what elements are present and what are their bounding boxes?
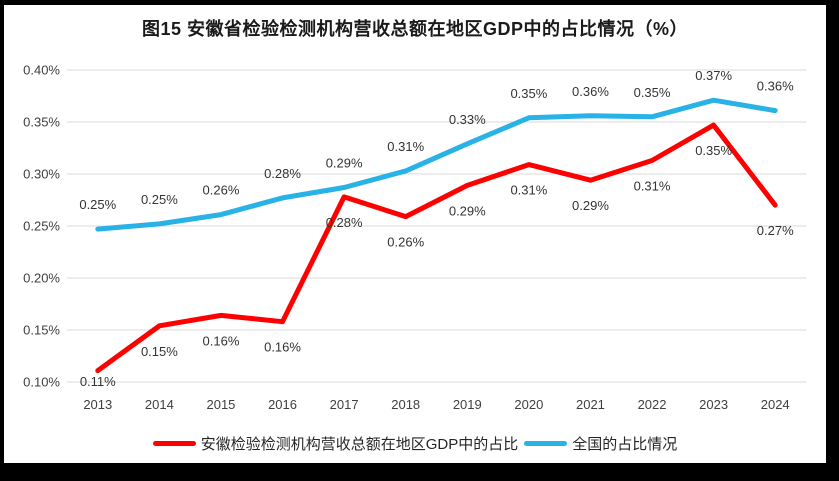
- data-label-national: 0.28%: [264, 166, 301, 181]
- data-label-anhui: 0.26%: [387, 235, 424, 250]
- legend-label-anhui: 安徽检验检测机构营收总额在地区GDP中的占比: [200, 436, 519, 453]
- data-label-anhui: 0.35%: [695, 143, 732, 158]
- anhui-series-line-swatch-icon: [152, 441, 196, 446]
- series-line-national: [95, 97, 778, 232]
- y-tick-label: 0.10%: [23, 375, 60, 390]
- chart-legend: 安徽检验检测机构营收总额在地区GDP中的占比 全国的占比情况: [4, 433, 826, 454]
- line-chart-plot-area: 0.40% 0.35% 0.30% 0.25% 0.20% 0.15% 0.10% 2013 2…: [23, 63, 806, 412]
- x-tick-label: 2024: [761, 397, 790, 412]
- data-label-national: 0.33%: [449, 112, 486, 127]
- data-label-national: 0.29%: [326, 156, 363, 171]
- legend-label-national: 全国的占比情况: [572, 436, 678, 453]
- y-tick-label: 0.35%: [23, 115, 60, 130]
- y-tick-label: 0.30%: [23, 167, 60, 182]
- y-tick-label: 0.25%: [23, 219, 60, 234]
- legend-item-anhui: 安徽检验检测机构营收总额在地区GDP中的占比: [152, 433, 519, 454]
- chart-title: 图15 安徽省检验检测机构营收总额在地区GDP中的占比情况（%）: [141, 19, 689, 39]
- x-tick-label: 2013: [83, 397, 112, 412]
- data-label-national: 0.36%: [572, 84, 609, 99]
- data-label-anhui: 0.28%: [326, 215, 363, 230]
- data-label-anhui: 0.16%: [264, 340, 301, 355]
- x-tick-label: 2022: [638, 397, 667, 412]
- data-label-anhui: 0.29%: [572, 198, 609, 213]
- data-label-national: 0.26%: [203, 183, 240, 198]
- series-line-anhui: [95, 122, 778, 374]
- data-label-anhui: 0.16%: [203, 333, 240, 348]
- data-label-anhui: 0.31%: [634, 178, 671, 193]
- data-label-anhui: 0.27%: [757, 223, 794, 238]
- data-label-national: 0.36%: [757, 79, 794, 94]
- data-label-anhui: 0.11%: [80, 374, 116, 389]
- legend-item-national: 全国的占比情况: [524, 433, 677, 454]
- x-tick-label: 2017: [330, 397, 359, 412]
- data-label-anhui: 0.31%: [510, 183, 547, 198]
- chart-card: 图15 安徽省检验检测机构营收总额在地区GDP中的占比情况（%） 0.40% 0.…: [4, 5, 826, 463]
- y-tick-label: 0.40%: [23, 63, 60, 78]
- data-label-national: 0.31%: [387, 139, 424, 154]
- data-label-national: 0.25%: [141, 192, 178, 207]
- x-tick-label: 2015: [206, 397, 235, 412]
- y-tick-label: 0.20%: [23, 271, 60, 286]
- y-tick-label: 0.15%: [23, 323, 60, 338]
- data-label-anhui: 0.15%: [141, 344, 178, 359]
- data-label-national: 0.25%: [79, 197, 116, 212]
- data-label-national: 0.37%: [695, 68, 732, 83]
- data-label-national: 0.35%: [510, 86, 547, 101]
- x-tick-label: 2020: [514, 397, 543, 412]
- x-tick-label: 2021: [576, 397, 605, 412]
- x-tick-label: 2023: [699, 397, 728, 412]
- data-label-national: 0.35%: [634, 85, 671, 100]
- x-tick-label: 2016: [268, 397, 297, 412]
- x-tick-label: 2019: [453, 397, 482, 412]
- data-label-anhui: 0.29%: [449, 203, 486, 218]
- x-tick-label: 2014: [145, 397, 174, 412]
- x-tick-label: 2018: [391, 397, 420, 412]
- national-series-line-swatch-icon: [524, 441, 568, 446]
